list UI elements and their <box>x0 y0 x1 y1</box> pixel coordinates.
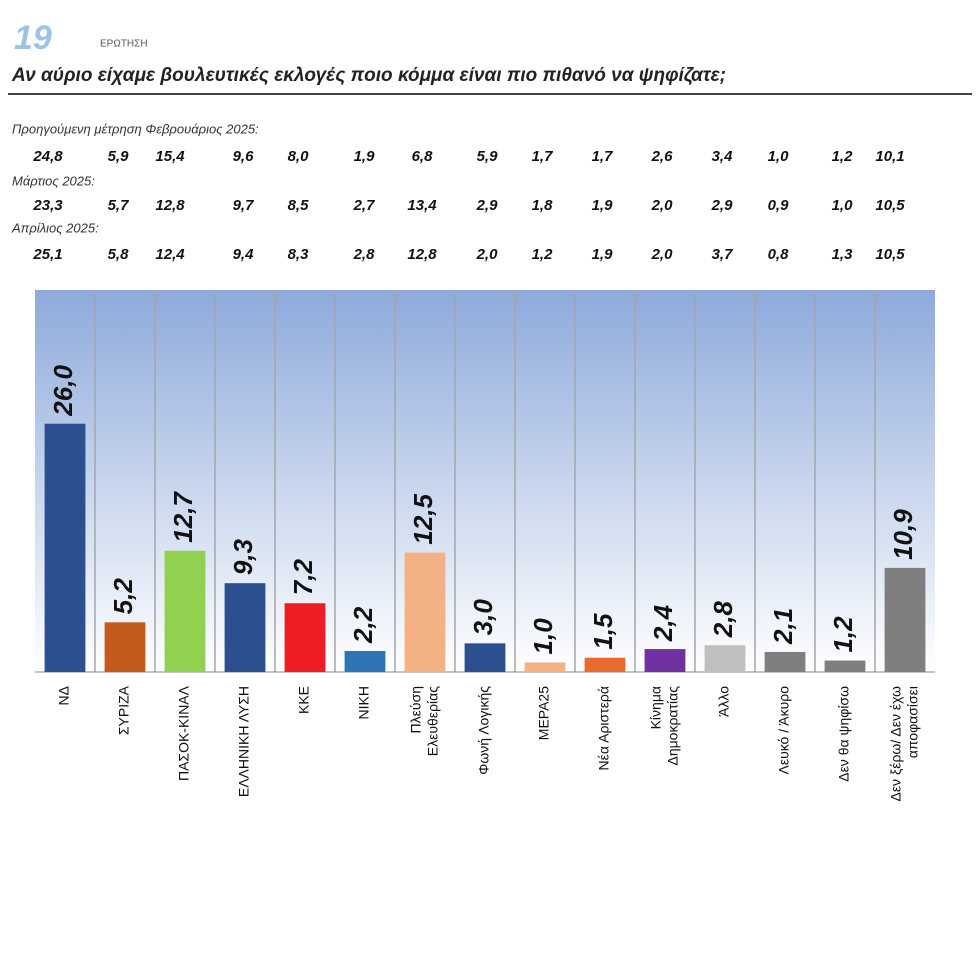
value-label: 3,0 <box>468 599 498 636</box>
measurement-label: Προηγούμενη μέτρηση Φεβρουάριος 2025: <box>12 121 259 136</box>
value-label: 2,8 <box>708 601 738 639</box>
value-label: 12,7 <box>168 491 198 543</box>
measurement-value: 8,0 <box>288 148 310 165</box>
bar <box>524 662 566 672</box>
x-tick-label: Νέα Αριστερά <box>596 686 612 770</box>
bar <box>884 567 926 672</box>
measurement-value: 8,3 <box>288 246 310 263</box>
value-label: 2,2 <box>348 606 378 644</box>
measurement-value: 1,0 <box>832 197 854 214</box>
measurement-value: 1,2 <box>832 148 854 165</box>
value-label: 2,1 <box>768 608 798 645</box>
measurement-value: 1,3 <box>832 246 854 263</box>
measurement-value: 2,0 <box>651 246 674 263</box>
measurement-value: 12,8 <box>407 246 437 263</box>
question-label: ΕΡΩΤΗΣΗ <box>100 39 148 50</box>
value-label: 10,9 <box>888 509 918 560</box>
measurement-value: 1,9 <box>592 197 614 214</box>
x-tick-label: ΜΕΡΑ25 <box>536 686 552 740</box>
bar <box>404 552 446 672</box>
bar <box>104 622 146 672</box>
x-tick-label: Δεν ξέρω/ Δεν έχωαποφασίσει <box>887 686 920 802</box>
question-number: 19 <box>14 19 52 57</box>
measurement-value: 1,9 <box>354 148 376 165</box>
measurement-value: 25,1 <box>32 246 62 263</box>
bar <box>164 550 206 672</box>
bar <box>224 583 266 672</box>
measurement-value: 5,8 <box>108 246 130 263</box>
measurement-value: 1,7 <box>592 148 614 165</box>
measurement-value: 10,5 <box>875 197 905 214</box>
measurement-value: 2,0 <box>476 246 499 263</box>
bar <box>584 657 626 672</box>
value-label: 2,4 <box>648 604 678 642</box>
measurement-value: 2,9 <box>711 197 734 214</box>
value-label: 12,5 <box>408 493 438 544</box>
measurement-value: 6,8 <box>412 148 434 165</box>
measurement-value: 1,8 <box>532 197 554 214</box>
measurement-value: 2,9 <box>476 197 499 214</box>
measurement-value: 10,5 <box>875 246 905 263</box>
bar <box>284 603 326 672</box>
measurement-value: 8,5 <box>288 197 310 214</box>
x-tick-label: ΚΚΕ <box>296 686 312 714</box>
measurement-value: 9,7 <box>233 197 255 214</box>
measurement-value: 12,4 <box>155 246 185 263</box>
measurement-value: 24,8 <box>32 148 63 165</box>
measurement-label: Μάρτιος 2025: <box>12 173 95 188</box>
measurement-value: 23,3 <box>32 197 63 214</box>
measurement-value: 0,8 <box>768 246 790 263</box>
measurement-label: Απρίλιος 2025: <box>11 220 99 235</box>
measurement-value: 13,4 <box>407 197 437 214</box>
measurement-value: 1,0 <box>768 148 790 165</box>
x-tick-label: ΝΙΚΗ <box>356 686 372 719</box>
bar <box>344 650 386 672</box>
measurement-value: 2,0 <box>651 197 674 214</box>
measurement-value: 5,9 <box>108 148 130 165</box>
question-text: Αν αύριο είχαμε βουλευτικές εκλογές ποιο… <box>11 65 726 86</box>
x-tick-label: Άλλο <box>716 686 732 717</box>
measurement-value: 2,7 <box>353 197 376 214</box>
measurement-value: 3,7 <box>712 246 734 263</box>
measurement-value: 3,4 <box>712 148 734 165</box>
measurement-value: 5,7 <box>108 197 130 214</box>
measurement-value: 5,9 <box>477 148 499 165</box>
bar <box>824 660 866 672</box>
measurement-value: 2,8 <box>353 246 376 263</box>
x-tick-label: Φωνή Λογικής <box>476 686 492 775</box>
value-label: 26,0 <box>48 365 78 417</box>
x-tick-label: ΚίνημαΔημοκρατίας <box>647 686 680 766</box>
measurement-value: 10,1 <box>875 148 904 165</box>
value-label: 1,0 <box>528 618 558 655</box>
measurement-value: 0,9 <box>768 197 790 214</box>
x-tick-label: ΝΔ <box>56 686 72 705</box>
bar <box>464 643 506 672</box>
x-tick-label: ΠλεύσηΕλευθερίας <box>407 686 440 756</box>
measurement-value: 9,4 <box>233 246 255 263</box>
bar <box>44 423 86 672</box>
measurement-value: 1,9 <box>592 246 614 263</box>
x-tick-label: Λευκό / Άκυρο <box>776 686 792 775</box>
x-tick-label: Δεν θα ψηφίσω <box>836 686 852 782</box>
value-label: 1,2 <box>828 616 858 653</box>
measurement-value: 1,7 <box>532 148 554 165</box>
measurement-value: 1,2 <box>532 246 554 263</box>
measurement-value: 15,4 <box>155 148 185 165</box>
bar <box>704 645 746 672</box>
measurement-value: 2,6 <box>651 148 674 165</box>
value-label: 5,2 <box>108 578 138 615</box>
x-tick-label: ΣΥΡΙΖΑ <box>116 685 132 735</box>
value-label: 9,3 <box>228 539 258 576</box>
measurement-value: 9,6 <box>233 148 255 165</box>
measurement-value: 12,8 <box>155 197 185 214</box>
x-tick-label: ΕΛΛΗΝΙΚΗ ΛΥΣΗ <box>236 686 252 797</box>
x-tick-label: ΠΑΣΟΚ-ΚΙΝΑΛ <box>176 685 192 781</box>
value-label: 7,2 <box>288 559 318 596</box>
value-label: 1,5 <box>588 613 618 650</box>
bar <box>644 649 686 672</box>
bar <box>764 651 806 672</box>
